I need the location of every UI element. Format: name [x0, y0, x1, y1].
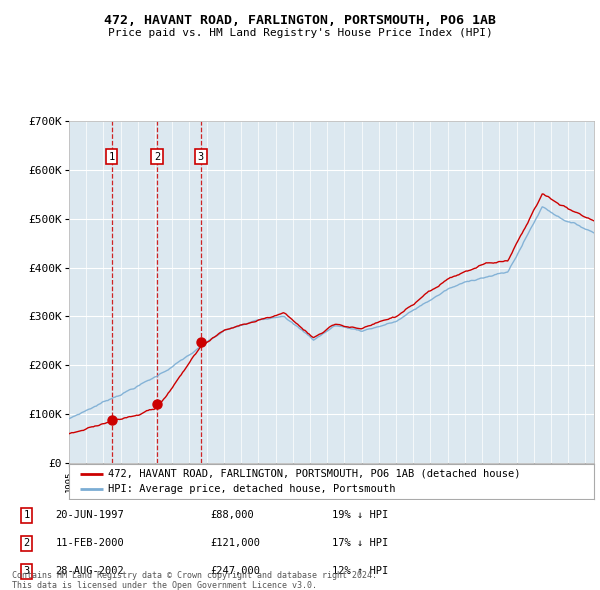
Text: 20-JUN-1997: 20-JUN-1997	[56, 510, 124, 520]
Text: 1: 1	[23, 510, 29, 520]
Text: 2: 2	[154, 152, 160, 162]
Text: 12% ↑ HPI: 12% ↑ HPI	[332, 566, 388, 576]
Text: HPI: Average price, detached house, Portsmouth: HPI: Average price, detached house, Port…	[109, 484, 396, 494]
Text: 472, HAVANT ROAD, FARLINGTON, PORTSMOUTH, PO6 1AB (detached house): 472, HAVANT ROAD, FARLINGTON, PORTSMOUTH…	[109, 468, 521, 478]
Text: 11-FEB-2000: 11-FEB-2000	[56, 539, 124, 548]
Text: Contains HM Land Registry data © Crown copyright and database right 2024.
This d: Contains HM Land Registry data © Crown c…	[12, 571, 377, 590]
Text: Price paid vs. HM Land Registry's House Price Index (HPI): Price paid vs. HM Land Registry's House …	[107, 28, 493, 38]
Text: 2: 2	[23, 539, 29, 548]
Text: £88,000: £88,000	[210, 510, 254, 520]
Text: £247,000: £247,000	[210, 566, 260, 576]
Text: 3: 3	[23, 566, 29, 576]
Text: 19% ↓ HPI: 19% ↓ HPI	[332, 510, 388, 520]
Text: 3: 3	[198, 152, 204, 162]
Text: 28-AUG-2002: 28-AUG-2002	[56, 566, 124, 576]
Text: 1: 1	[109, 152, 115, 162]
Text: 17% ↓ HPI: 17% ↓ HPI	[332, 539, 388, 548]
Text: 472, HAVANT ROAD, FARLINGTON, PORTSMOUTH, PO6 1AB: 472, HAVANT ROAD, FARLINGTON, PORTSMOUTH…	[104, 14, 496, 27]
Text: £121,000: £121,000	[210, 539, 260, 548]
